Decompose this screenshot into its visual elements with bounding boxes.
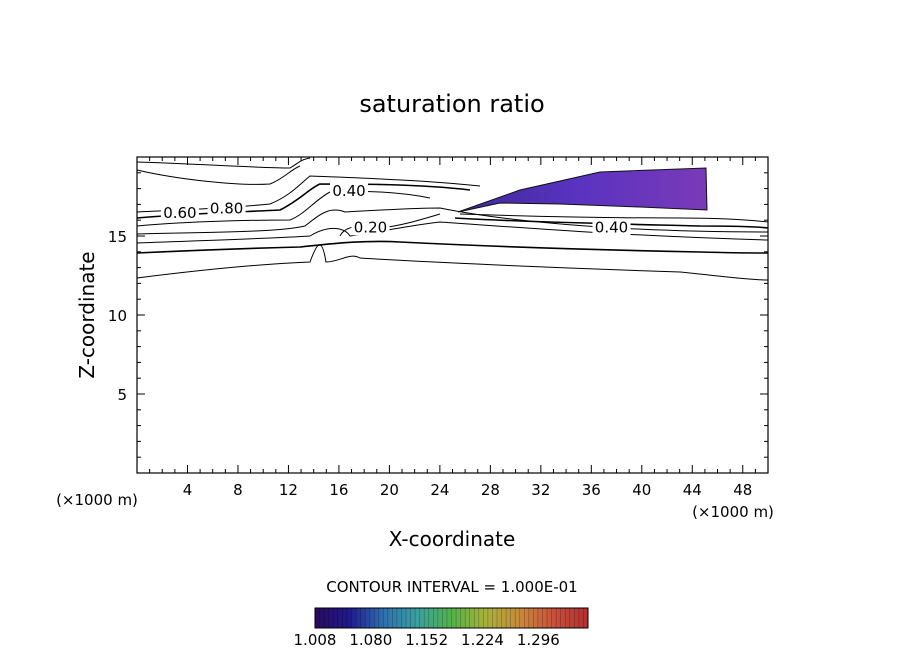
contour-label: 0.80 xyxy=(210,199,243,217)
contour-labels: 0.60 0.80 0.40 0.20 0.40 xyxy=(160,182,631,236)
contour-interval-text: CONTOUR INTERVAL = 1.000E-01 xyxy=(326,578,577,596)
y-tick-label: 10 xyxy=(108,307,127,325)
y-tick-labels: 5 10 15 xyxy=(108,228,127,404)
x-tick-label: 12 xyxy=(279,481,298,499)
axis-ticks xyxy=(137,157,768,473)
contour-line xyxy=(136,183,471,219)
x-tick-labels: 4 8 12 16 20 24 28 32 36 40 44 48 xyxy=(183,481,753,499)
x-tick-label: 48 xyxy=(733,481,752,499)
contour-label-bg xyxy=(160,205,199,222)
chart-title: saturation ratio xyxy=(359,90,544,118)
colorbar-labels: 1.008 1.080 1.152 1.224 1.296 xyxy=(294,631,560,649)
x-tick-label: 4 xyxy=(183,481,193,499)
x-tick-label: 28 xyxy=(481,481,500,499)
y-tick-label: 5 xyxy=(117,386,127,404)
colorbar-tick-label: 1.080 xyxy=(349,631,392,649)
colorbar xyxy=(314,607,589,629)
contour-label-bg xyxy=(207,200,246,217)
contour-line xyxy=(136,175,481,213)
contour-line xyxy=(136,157,311,169)
x-tick-label: 32 xyxy=(531,481,550,499)
colorbar-tick-label: 1.008 xyxy=(294,631,337,649)
colorbar-gradient xyxy=(314,607,589,629)
contour-label-bg xyxy=(592,219,631,236)
contour-label: 0.20 xyxy=(354,218,387,236)
contour-label: 0.40 xyxy=(595,218,628,236)
contour-line xyxy=(454,217,769,229)
supersaturation-region xyxy=(457,167,708,213)
x-tick-label: 8 xyxy=(233,481,243,499)
contour-label-bg xyxy=(330,182,369,199)
colorbar-tick-label: 1.296 xyxy=(517,631,560,649)
contour-label: 0.60 xyxy=(163,204,196,222)
contour-line xyxy=(136,165,301,185)
contour-line xyxy=(136,190,431,227)
contour-line xyxy=(459,213,769,223)
y-tick-label: 15 xyxy=(108,228,127,246)
y-axis-label: Z-coordinate xyxy=(75,251,99,378)
x-tick-label: 40 xyxy=(632,481,651,499)
colorbar-tick-label: 1.152 xyxy=(405,631,448,649)
contour-line xyxy=(136,244,769,281)
x-tick-label: 36 xyxy=(582,481,601,499)
contour-label: 0.40 xyxy=(332,182,365,200)
x-tick-label: 20 xyxy=(380,481,399,499)
x-tick-label: 16 xyxy=(329,481,348,499)
x-unit-right: (×1000 m) xyxy=(692,503,774,521)
contour-label-bg xyxy=(351,219,390,236)
x-tick-label: 44 xyxy=(683,481,702,499)
contour-line xyxy=(136,240,769,254)
x-tick-label: 24 xyxy=(430,481,449,499)
x-axis-label: X-coordinate xyxy=(389,527,516,551)
x-unit-left: (×1000 m) xyxy=(56,491,138,509)
colorbar-tick-label: 1.224 xyxy=(461,631,504,649)
